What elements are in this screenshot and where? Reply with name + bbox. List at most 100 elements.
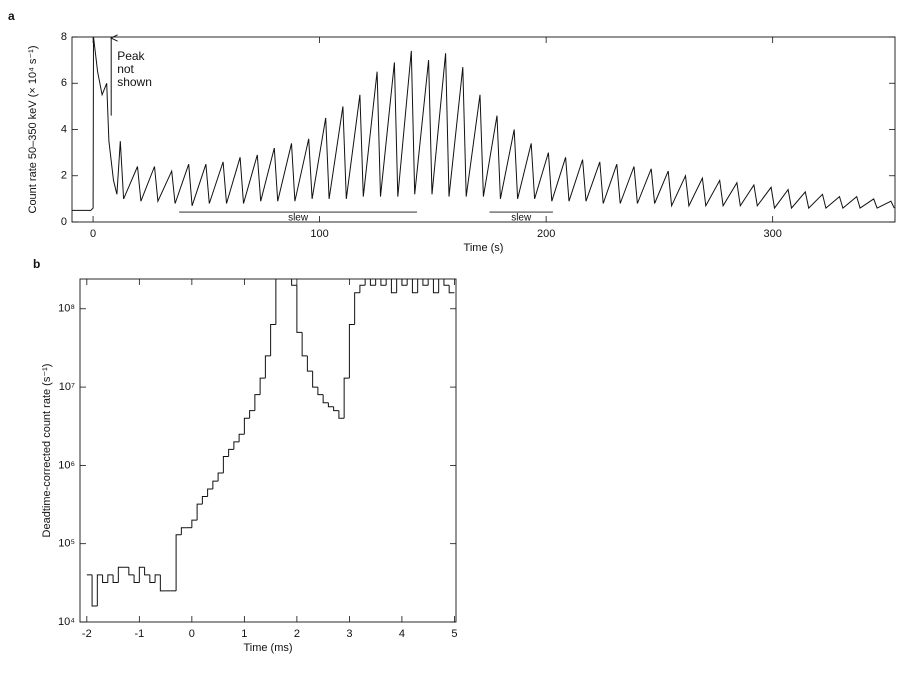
step-bin: [238, 433, 245, 442]
step-bin: [401, 279, 408, 286]
step-bin: [306, 355, 313, 372]
step-bin: [354, 292, 360, 325]
step-bin: [281, 262, 286, 278]
step-bin: [107, 574, 114, 583]
step-bin: [427, 279, 429, 286]
step-bin: [348, 323, 355, 379]
step-bin: [270, 323, 276, 356]
step-bin: [275, 279, 277, 325]
step-bin: [154, 574, 161, 583]
step-bin: [201, 496, 208, 505]
step-bin: [259, 377, 266, 395]
step-bin: [291, 279, 297, 286]
x-tick-label: 4: [399, 628, 405, 640]
step-bin: [175, 534, 182, 591]
step-bin: [191, 519, 198, 528]
step-bin: [422, 279, 429, 286]
plot-frame: [79, 278, 457, 623]
x-tick-label: 100: [310, 228, 328, 240]
annotation-text: Peak: [117, 49, 145, 63]
step-bin: [443, 279, 450, 286]
annotation-text: not: [117, 62, 134, 76]
step-bin: [301, 332, 308, 357]
y-tick-label: 10⁶: [58, 459, 75, 471]
x-axis-label: Time (s): [464, 242, 504, 254]
step-bin: [91, 574, 98, 607]
step-bin: [296, 285, 303, 333]
y-tick-label: 0: [61, 216, 67, 228]
step-bin: [417, 279, 419, 293]
step-bin: [338, 410, 345, 419]
step-bin: [317, 387, 324, 396]
step-bin: [159, 574, 166, 592]
step-bin: [343, 377, 350, 419]
step-bin: [133, 574, 140, 583]
step-bin: [212, 480, 219, 489]
panel-label: b: [33, 257, 40, 271]
step-bin: [222, 455, 229, 473]
x-tick-label: 2: [294, 628, 300, 640]
step-bin: [375, 279, 377, 286]
x-tick-label: -1: [134, 628, 144, 640]
y-tick-label: 2: [61, 170, 67, 182]
step-bin: [144, 567, 150, 576]
x-tick-label: 5: [451, 628, 457, 640]
step-bin: [207, 488, 213, 497]
x-tick-label: 0: [189, 628, 195, 640]
step-bin: [364, 279, 366, 286]
x-tick-label: 3: [346, 628, 352, 640]
x-tick-label: 200: [537, 228, 555, 240]
step-bin: [196, 503, 203, 521]
step-bin: [254, 394, 261, 411]
step-bin: [406, 279, 408, 286]
y-axis-label: Deadtime-corrected count rate (s⁻¹): [41, 364, 53, 538]
data-line: [72, 37, 895, 211]
annotation-text: shown: [117, 75, 152, 89]
step-bin: [327, 402, 334, 408]
step-bin: [448, 285, 455, 294]
x-tick-label: 0: [90, 228, 96, 240]
step-bin: [333, 406, 339, 412]
x-axis-label: Time (ms): [243, 642, 292, 654]
step-bin: [243, 417, 250, 435]
step-bin: [359, 284, 366, 293]
step-bin: [369, 279, 376, 286]
step-bin: [102, 574, 108, 583]
step-bin: [438, 279, 440, 293]
step-bin: [390, 279, 397, 294]
step-bin: [96, 574, 103, 607]
step-bin: [228, 448, 234, 457]
step-bin: [312, 371, 318, 388]
step-bin: [112, 574, 119, 583]
x-tick-label: -2: [82, 628, 92, 640]
y-axis-label: Count rate 50–350 keV (× 10⁴ s⁻¹): [27, 46, 39, 214]
step-bin: [396, 279, 398, 293]
x-tick-label: 1: [241, 628, 247, 640]
slew-label: slew: [511, 213, 532, 224]
y-tick-label: 6: [61, 77, 67, 89]
step-bin: [149, 574, 156, 583]
step-bin: [180, 527, 187, 535]
step-bin: [380, 279, 387, 286]
step-bin: [385, 279, 387, 286]
step-bin: [233, 441, 240, 450]
step-bin: [217, 472, 224, 482]
x-tick-label: 300: [763, 228, 781, 240]
panel-label: a: [8, 9, 15, 23]
y-tick-label: 10⁷: [59, 381, 75, 393]
y-tick-label: 4: [61, 123, 67, 135]
y-tick-label: 8: [61, 31, 67, 43]
y-tick-label: 10⁸: [58, 303, 75, 315]
step-bin: [432, 279, 439, 294]
step-bin: [249, 410, 255, 419]
y-tick-label: 10⁴: [58, 616, 75, 628]
y-tick-label: 10⁵: [58, 538, 75, 550]
step-bin: [411, 279, 418, 294]
step-bin: [117, 566, 124, 583]
slew-label: slew: [288, 213, 309, 224]
step-bin: [322, 394, 329, 404]
step-bin: [264, 355, 271, 379]
step-bin: [128, 567, 135, 576]
step-bin: [138, 566, 145, 583]
